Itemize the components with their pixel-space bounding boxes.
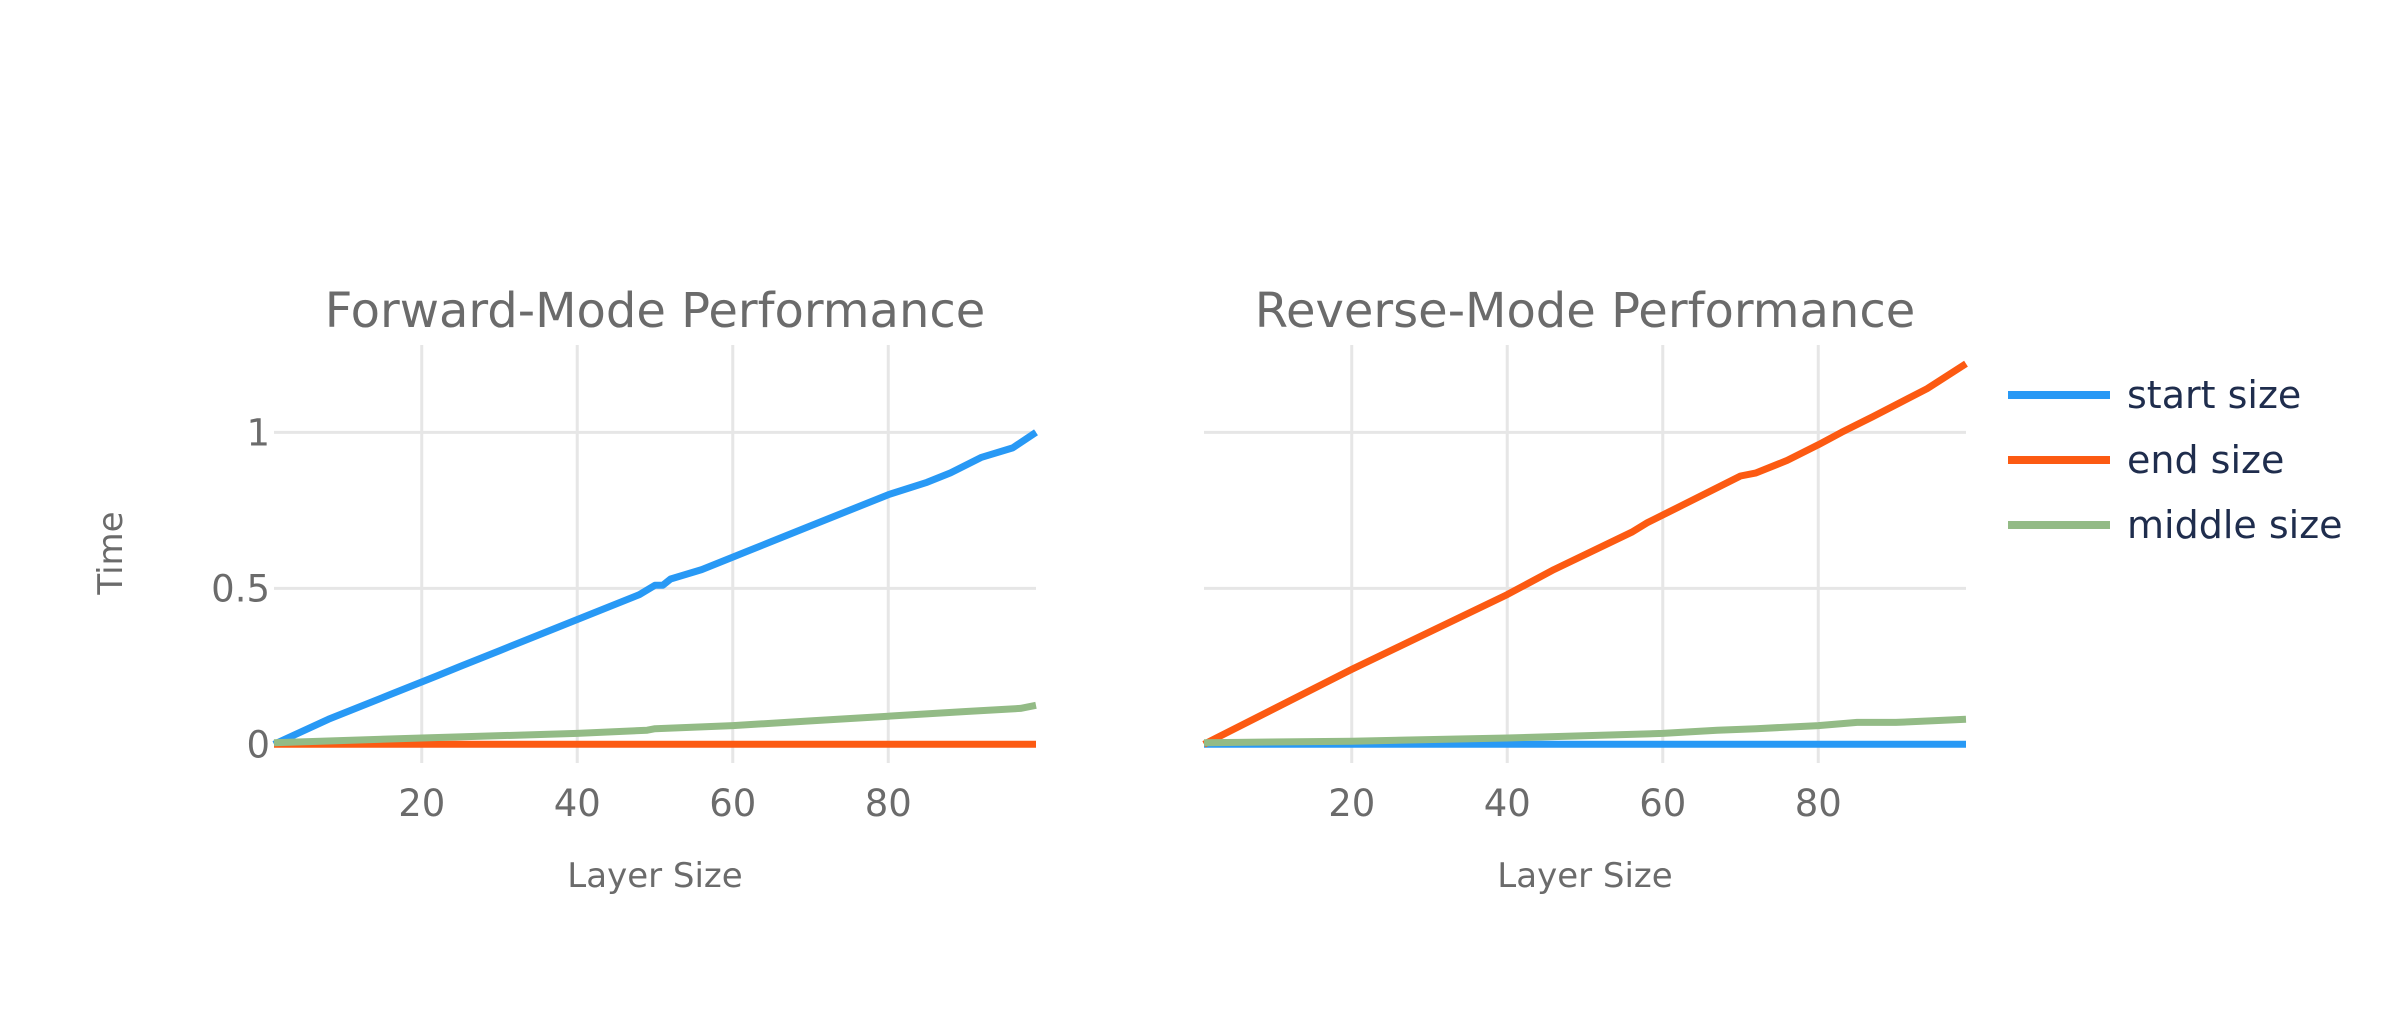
series-line-end-size bbox=[1202, 360, 1968, 748]
y-tick-label: 0 bbox=[246, 723, 270, 766]
x-tick-label: 40 bbox=[1484, 782, 1531, 825]
series-line-start-size bbox=[272, 429, 1038, 748]
forward-mode-chart: 20 40 60 80 0 0.5 1 Forward-Mode Performance Lay… bbox=[91, 283, 1038, 896]
x-axis-label: Layer Size bbox=[1497, 856, 1672, 896]
x-tick-label: 80 bbox=[1795, 782, 1842, 825]
y-axis-label: Time bbox=[91, 511, 131, 595]
legend-label: end size bbox=[2127, 438, 2284, 482]
x-tick-label: 60 bbox=[1639, 782, 1686, 825]
reverse-mode-chart: 20 40 60 80 Reverse-Mode Performance Layer Si… bbox=[1202, 283, 1968, 896]
legend-item-start-size[interactable]: start size bbox=[2008, 373, 2301, 417]
x-axis-label: Layer Size bbox=[567, 856, 742, 896]
legend-label: middle size bbox=[2127, 503, 2343, 547]
legend-item-end-size[interactable]: end size bbox=[2008, 438, 2284, 482]
x-tick-label: 80 bbox=[865, 782, 912, 825]
y-tick-label: 0.5 bbox=[211, 567, 270, 610]
chart-title: Reverse-Mode Performance bbox=[1255, 283, 1915, 339]
series-line-middle-size bbox=[273, 701, 1037, 747]
chart-title: Forward-Mode Performance bbox=[325, 283, 986, 339]
legend-item-middle-size[interactable]: middle size bbox=[2008, 503, 2343, 547]
x-tick-label: 40 bbox=[554, 782, 601, 825]
legend-label: start size bbox=[2127, 373, 2301, 417]
y-tick-label: 1 bbox=[246, 411, 270, 454]
legend: start size end size middle size bbox=[2008, 373, 2343, 547]
x-tick-label: 20 bbox=[1328, 782, 1375, 825]
series-line-middle-size bbox=[1203, 715, 1967, 747]
x-tick-label: 20 bbox=[398, 782, 445, 825]
x-tick-label: 60 bbox=[709, 782, 756, 825]
